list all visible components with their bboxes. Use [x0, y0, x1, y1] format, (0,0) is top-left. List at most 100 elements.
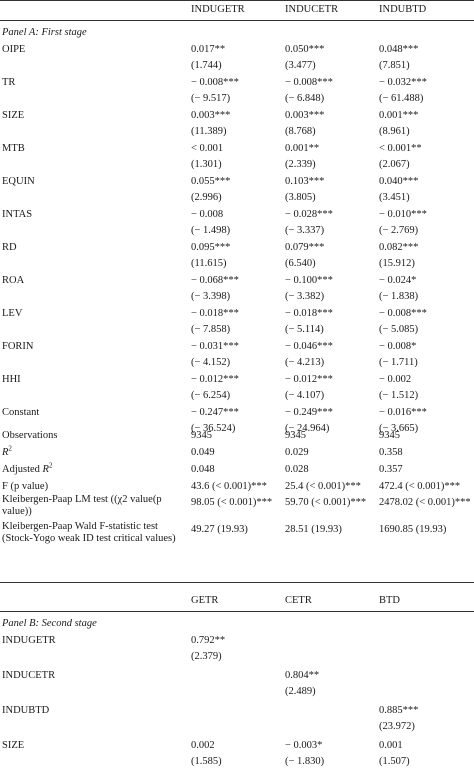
- stat-cell: 0.029: [285, 447, 309, 458]
- coef-cell: − 0.012***: [191, 374, 239, 385]
- coef-cell: − 0.028***: [285, 209, 333, 220]
- coef-cell: − 0.002: [379, 374, 412, 385]
- stat-label-superscript: 2: [8, 444, 12, 453]
- coef-cell: 0.050***: [285, 44, 325, 55]
- table-row: Constant − 0.247*** − 0.249*** − 0.016***: [0, 404, 474, 421]
- coef-cell: 0.002: [191, 740, 215, 751]
- tstat-cell: (− 6.254): [191, 390, 231, 401]
- stat-label: Kleibergen-Paap Wald F-statistic test (S…: [2, 521, 182, 545]
- stat-row: R2 0.049 0.029 0.358: [0, 444, 474, 461]
- coef-cell: − 0.032***: [379, 77, 427, 88]
- tstat-cell: (1.744): [191, 60, 222, 71]
- tstat-cell: (− 9.517): [191, 93, 231, 104]
- coef-cell: − 0.003*: [285, 740, 323, 751]
- table-row: HHI − 0.012*** − 0.012*** − 0.002: [0, 371, 474, 388]
- tstat-cell: (11.615): [191, 258, 227, 269]
- coef-cell: − 0.031***: [191, 341, 239, 352]
- table-row: ROA − 0.068*** − 0.100*** − 0.024*: [0, 272, 474, 289]
- coef-cell: − 0.247***: [191, 407, 239, 418]
- tstat-cell: (8.768): [285, 126, 316, 137]
- tstat-cell: (− 3.382): [285, 291, 325, 302]
- tstat-cell: (11.389): [191, 126, 227, 137]
- coef-cell: − 0.008: [191, 209, 224, 220]
- coef-cell: 0.001***: [379, 110, 419, 121]
- stat-label: R2: [2, 444, 12, 461]
- table-row: OIPE 0.017** 0.050*** 0.048***: [0, 41, 474, 58]
- coef-cell: − 0.024*: [379, 275, 417, 286]
- row-label: HHI: [2, 374, 21, 385]
- table-row: LEV − 0.018*** − 0.018*** − 0.008***: [0, 305, 474, 322]
- panel-title-row: Panel A: First stage: [0, 24, 474, 41]
- table-row: EQUIN 0.055*** 0.103*** 0.040***: [0, 173, 474, 190]
- col-header-1: INDUGETR: [191, 4, 245, 15]
- tstat-cell: (23.972): [379, 721, 415, 732]
- stat-label-superscript: 2: [48, 461, 53, 470]
- coef-cell: < 0.001**: [379, 143, 422, 154]
- stat-row: Observations 9345 9345 9345: [0, 427, 474, 444]
- tstat-cell: (3.451): [379, 192, 410, 203]
- table-row-tstat: (1.301) (2.339) (2.067): [0, 156, 474, 173]
- stat-label-text: F (p value): [2, 481, 49, 492]
- row-label: ROA: [2, 275, 25, 286]
- stat-cell: 25.4 (< 0.001)***: [285, 481, 361, 492]
- stat-row: Kleibergen-Paap Wald F-statistic test (S…: [0, 521, 474, 561]
- row-label: SIZE: [2, 110, 25, 121]
- stat-row: Kleibergen-Paap LM test ((χ2 value(p val…: [0, 494, 474, 534]
- coef-cell: 0.055***: [191, 176, 231, 187]
- table-row-tstat: (− 9.517) (− 6.848) (− 61.488): [0, 90, 474, 107]
- table-row-tstat: (23.972): [0, 718, 474, 735]
- stat-label-text: Kleibergen-Paap LM test ((χ2 value(p val…: [2, 494, 162, 517]
- stat-row: Adjusted R2 0.048 0.028 0.357: [0, 461, 474, 478]
- stat-cell: 0.048: [191, 464, 215, 475]
- coef-cell: − 0.018***: [285, 308, 333, 319]
- row-label: SIZE: [2, 740, 25, 751]
- tstat-cell: (2.379): [191, 651, 222, 662]
- tstat-cell: (− 4.213): [285, 357, 325, 368]
- tstat-cell: (− 5.085): [379, 324, 419, 335]
- tstat-cell: (− 61.488): [379, 93, 424, 104]
- coef-cell: − 0.010***: [379, 209, 427, 220]
- table-row: INDUBTD 0.885***: [0, 702, 474, 719]
- coef-cell: 0.804**: [285, 670, 320, 681]
- coef-cell: − 0.249***: [285, 407, 333, 418]
- tstat-cell: (− 5.114): [285, 324, 324, 335]
- table-row: FORIN − 0.031*** − 0.046*** − 0.008*: [0, 338, 474, 355]
- table-row: RD 0.095*** 0.079*** 0.082***: [0, 239, 474, 256]
- table-row-tstat: (11.615) (6.540) (15.912): [0, 255, 474, 272]
- stat-label: Kleibergen-Paap LM test ((χ2 value(p val…: [2, 494, 182, 518]
- tstat-cell: (− 4.107): [285, 390, 325, 401]
- table-row-tstat: (− 1.498) (− 3.337) (− 2.769): [0, 222, 474, 239]
- table-row: INDUCETR 0.804**: [0, 667, 474, 684]
- stat-cell: 43.6 (< 0.001)***: [191, 481, 267, 492]
- coef-cell: − 0.046***: [285, 341, 333, 352]
- coef-cell: 0.003***: [285, 110, 325, 121]
- coef-cell: 0.001: [379, 740, 403, 751]
- row-label: OIPE: [2, 44, 26, 55]
- panel-a-title: Panel A: First stage: [2, 27, 87, 38]
- tstat-cell: (− 1.830): [285, 756, 325, 767]
- coef-cell: − 0.008***: [379, 308, 427, 319]
- row-label: INDUGETR: [2, 635, 56, 646]
- table-row: TR − 0.008*** − 0.008*** − 0.032***: [0, 74, 474, 91]
- table-row-tstat: (− 4.152) (− 4.213) (− 1.711): [0, 354, 474, 371]
- stat-cell: 59.70 (< 0.001)***: [285, 497, 367, 508]
- coef-cell: 0.885***: [379, 705, 419, 716]
- tstat-cell: (2.996): [191, 192, 222, 203]
- coef-cell: − 0.008***: [285, 77, 333, 88]
- col-header-b1: GETR: [191, 595, 219, 606]
- coef-cell: 0.792**: [191, 635, 226, 646]
- row-label: RD: [2, 242, 17, 253]
- coef-cell: 0.048***: [379, 44, 419, 55]
- stat-label: Adjusted R2: [2, 461, 52, 478]
- row-label: TR: [2, 77, 16, 88]
- col-header-b2: CETR: [285, 595, 312, 606]
- tstat-cell: (− 3.337): [285, 225, 325, 236]
- table-row: SIZE 0.003*** 0.003*** 0.001***: [0, 107, 474, 124]
- tstat-cell: (− 3.665): [379, 423, 419, 434]
- coef-cell: 0.017**: [191, 44, 226, 55]
- header-rule: [0, 20, 474, 21]
- tstat-cell: (3.805): [285, 192, 316, 203]
- coef-cell: < 0.001: [191, 143, 224, 154]
- stat-label: Observations: [2, 427, 57, 444]
- tstat-cell: (7.851): [379, 60, 410, 71]
